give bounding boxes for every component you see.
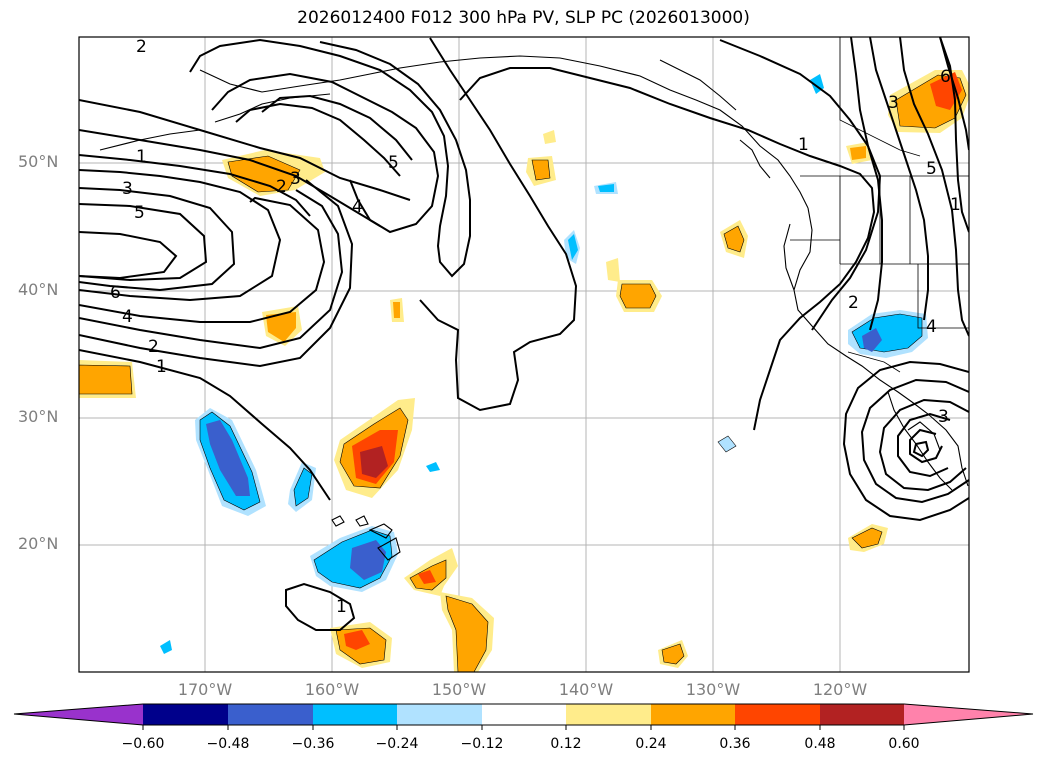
colorbar-tick-label: −0.24 — [375, 736, 419, 752]
colorbar-swatch — [397, 704, 482, 725]
contour-label: 1 — [136, 147, 147, 167]
contour-label: 6 — [110, 283, 121, 303]
lat-label-20n: 20°N — [18, 534, 59, 553]
lon-label-150w: 150°W — [431, 680, 487, 699]
lon-label-170w: 170°W — [177, 680, 233, 699]
pv-fill-positive — [79, 70, 969, 672]
colorbar — [13, 703, 1034, 730]
contour-label: 3 — [888, 93, 899, 113]
contour-label: 4 — [352, 197, 363, 217]
colorbar-tick-label: 0.12 — [550, 736, 582, 752]
contour-label: 2 — [848, 293, 859, 313]
contour-label: 5 — [926, 159, 937, 179]
colorbar-swatch — [651, 704, 735, 725]
contour-label: 6 — [940, 67, 951, 87]
contour-label: 3 — [290, 169, 301, 189]
gridlines — [79, 37, 969, 672]
colorbar-swatch — [228, 704, 313, 725]
contour-label: 5 — [134, 203, 145, 223]
colorbar-tick-label: −0.36 — [291, 736, 335, 752]
colorbar-tick-label: 0.60 — [888, 736, 920, 752]
map-title: 2026012400 F012 300 hPa PV, SLP PC (2026… — [297, 8, 750, 28]
contour-label: 1 — [950, 195, 961, 215]
lon-label-140w: 140°W — [558, 680, 614, 699]
contour-label: 1 — [798, 135, 809, 155]
contour-label: 2 — [136, 37, 147, 57]
map-background — [79, 37, 969, 672]
pv-fill-negative — [160, 74, 928, 654]
contour-label: 5 — [388, 153, 399, 173]
colorbar-tick-label: 0.48 — [804, 736, 836, 752]
colorbar-tick-label: −0.60 — [121, 736, 165, 752]
colorbar-extend-high — [904, 704, 1033, 725]
contour-label: 2 — [148, 337, 159, 357]
colorbar-tick-label: 0.36 — [719, 736, 751, 752]
lat-label-30n: 30°N — [18, 407, 59, 426]
contour-label: 4 — [926, 317, 937, 337]
colorbar-swatch — [143, 704, 228, 725]
contour-labels: 2 1 3 5 6 4 2 1 2 3 5 4 1 1 3 5 6 2 4 3 … — [110, 37, 961, 617]
slp-contours — [79, 37, 969, 631]
lon-label-160w: 160°W — [304, 680, 360, 699]
lon-label-130w: 130°W — [685, 680, 741, 699]
colorbar-swatch — [820, 704, 904, 725]
lat-label-40n: 40°N — [18, 280, 59, 299]
lat-label-50n: 50°N — [18, 152, 59, 171]
contour-label: 1 — [156, 357, 167, 377]
lon-label-120w: 120°W — [812, 680, 868, 699]
contour-label: 1 — [336, 597, 347, 617]
colorbar-swatch — [313, 704, 397, 725]
contour-label: 2 — [276, 177, 287, 197]
colorbar-tick-label: 0.24 — [635, 736, 667, 752]
colorbar-swatch — [482, 704, 566, 725]
colorbar-swatch — [566, 704, 651, 725]
colorbar-extend-low — [14, 704, 143, 725]
contour-label: 4 — [122, 307, 133, 327]
contour-label: 3 — [938, 407, 949, 427]
contour-label: 3 — [122, 179, 133, 199]
colorbar-swatch — [735, 704, 820, 725]
colorbar-tick-label: −0.48 — [206, 736, 250, 752]
map-frame — [78, 36, 970, 673]
colorbar-tick-label: −0.12 — [460, 736, 504, 752]
